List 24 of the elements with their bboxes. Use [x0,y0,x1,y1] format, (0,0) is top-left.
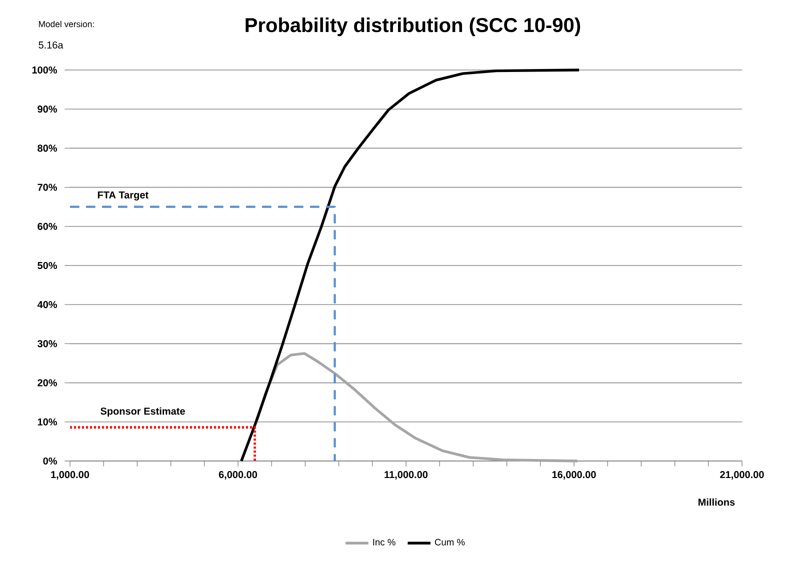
x-tick-label: 6,000.00 [218,471,258,480]
y-tick-label: 60% [38,222,58,230]
y-tick-label: 80% [38,144,58,152]
y-tick-label: 90% [38,106,58,113]
y-tick-label: 70% [38,184,58,191]
x-axis-title: Millions [698,498,735,506]
y-tick-label: 20% [38,379,58,386]
x-tick-label: 1,000.00 [51,471,90,480]
y-tick-label: 50% [38,262,58,270]
y-tick-label: 30% [38,340,58,348]
text: 5.16a [38,41,64,49]
y-tick-label: 100% [32,66,58,74]
annotation: FTA Target [98,192,148,200]
x-tick-label: 11,000.00 [384,471,428,480]
chart-title: Probability distribution (SCC 10-90) [246,17,580,36]
y-tick-label: 40% [37,301,58,308]
x-tick-label: 16,000.00 [552,471,596,480]
legend-label: Cum % [434,538,465,546]
y-tick-label: 0% [43,457,58,465]
x-tick-label: 21,000.00 [720,471,764,480]
legend-label: Inc % [373,538,396,546]
y-tick-label: 10% [38,418,58,426]
annotation: Sponsor Estimate [100,407,185,417]
text: Model version: [38,20,94,28]
